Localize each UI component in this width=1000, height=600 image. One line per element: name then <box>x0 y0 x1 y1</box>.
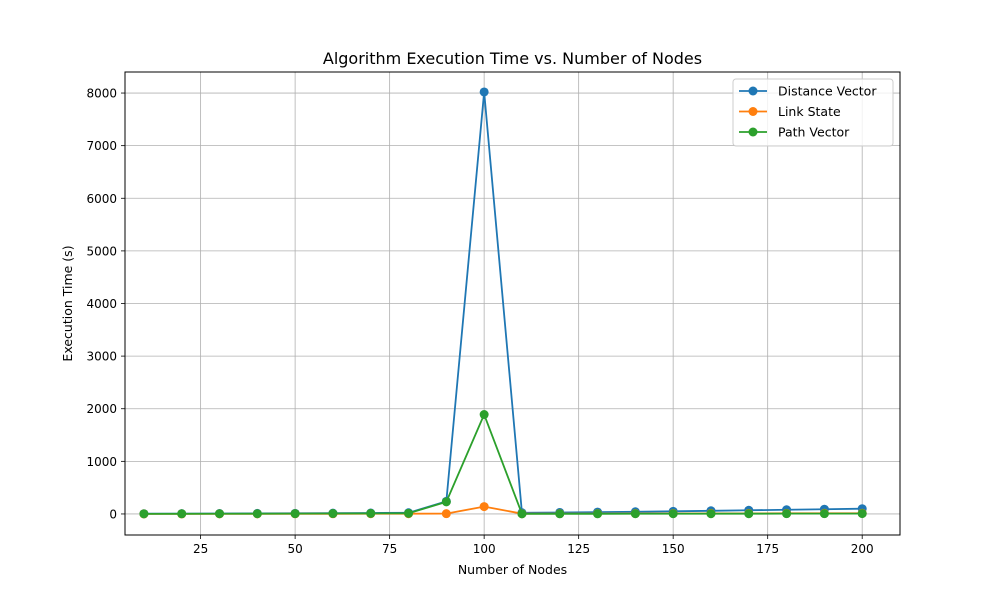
data-point-path-vector <box>366 508 376 518</box>
series-path-vector <box>139 410 867 519</box>
data-point-path-vector <box>479 410 489 420</box>
legend-marker-path-vector <box>748 127 758 137</box>
tick-layer: 25 50 75 100 125 150 175 2000100020003000400050… <box>86 87 873 556</box>
data-point-path-vector <box>290 509 300 519</box>
y-tick-label: 1000 <box>86 455 117 469</box>
series-layer <box>139 87 867 519</box>
data-point-path-vector <box>441 497 451 507</box>
data-point-link-state <box>441 509 451 519</box>
y-tick-label: 7000 <box>86 139 117 153</box>
legend-entry-distance-vector: Distance Vector <box>739 84 877 99</box>
y-tick-label: 6000 <box>86 192 117 206</box>
y-tick-label: 0 <box>109 507 117 521</box>
legend: Distance Vector Link State Path Vector <box>732 78 894 147</box>
data-point-path-vector <box>139 509 149 519</box>
data-point-path-vector <box>630 509 640 519</box>
data-point-path-vector <box>782 509 792 519</box>
x-tick-label: 175 <box>756 542 779 556</box>
legend-label-path-vector: Path Vector <box>778 125 850 140</box>
data-point-path-vector <box>819 509 829 519</box>
data-point-path-vector <box>404 508 414 518</box>
data-point-link-state <box>479 502 489 512</box>
legend-marker-link-state <box>748 107 758 116</box>
chart-title: Algorithm Execution Time vs. Number of N… <box>323 49 702 68</box>
data-point-path-vector <box>555 509 565 519</box>
y-tick-label: 2000 <box>86 402 117 416</box>
data-point-path-vector <box>177 509 187 519</box>
x-tick-label: 25 <box>193 542 208 556</box>
legend-marker-distance-vector <box>748 86 758 96</box>
data-point-path-vector <box>593 509 603 519</box>
data-point-path-vector <box>857 509 867 519</box>
x-axis-label: Number of Nodes <box>458 562 567 577</box>
legend-entry-link-state: Link State <box>739 104 841 119</box>
data-point-distance-vector <box>479 87 489 97</box>
x-tick-label: 100 <box>473 542 496 556</box>
legend-box <box>732 78 894 147</box>
y-tick-label: 5000 <box>86 244 117 258</box>
y-axis-label: Execution Time (s) <box>60 245 75 361</box>
series-line-path-vector <box>143 413 863 515</box>
legend-label-distance-vector: Distance Vector <box>778 84 877 99</box>
data-point-path-vector <box>517 509 527 519</box>
x-tick-label: 125 <box>567 542 590 556</box>
data-point-path-vector <box>328 509 338 519</box>
data-point-path-vector <box>215 509 225 519</box>
y-tick-label: 4000 <box>86 297 117 311</box>
x-tick-label: 150 <box>662 542 685 556</box>
y-tick-label: 3000 <box>86 350 117 364</box>
data-point-path-vector <box>744 509 754 519</box>
data-point-path-vector <box>668 509 678 519</box>
x-tick-label: 200 <box>851 542 874 556</box>
x-tick-label: 75 <box>382 542 397 556</box>
legend-entry-path-vector: Path Vector <box>739 125 850 140</box>
data-point-path-vector <box>706 509 716 519</box>
data-point-path-vector <box>252 509 262 519</box>
x-tick-label: 50 <box>287 542 302 556</box>
y-tick-label: 8000 <box>86 87 117 101</box>
legend-label-link-state: Link State <box>778 104 841 119</box>
